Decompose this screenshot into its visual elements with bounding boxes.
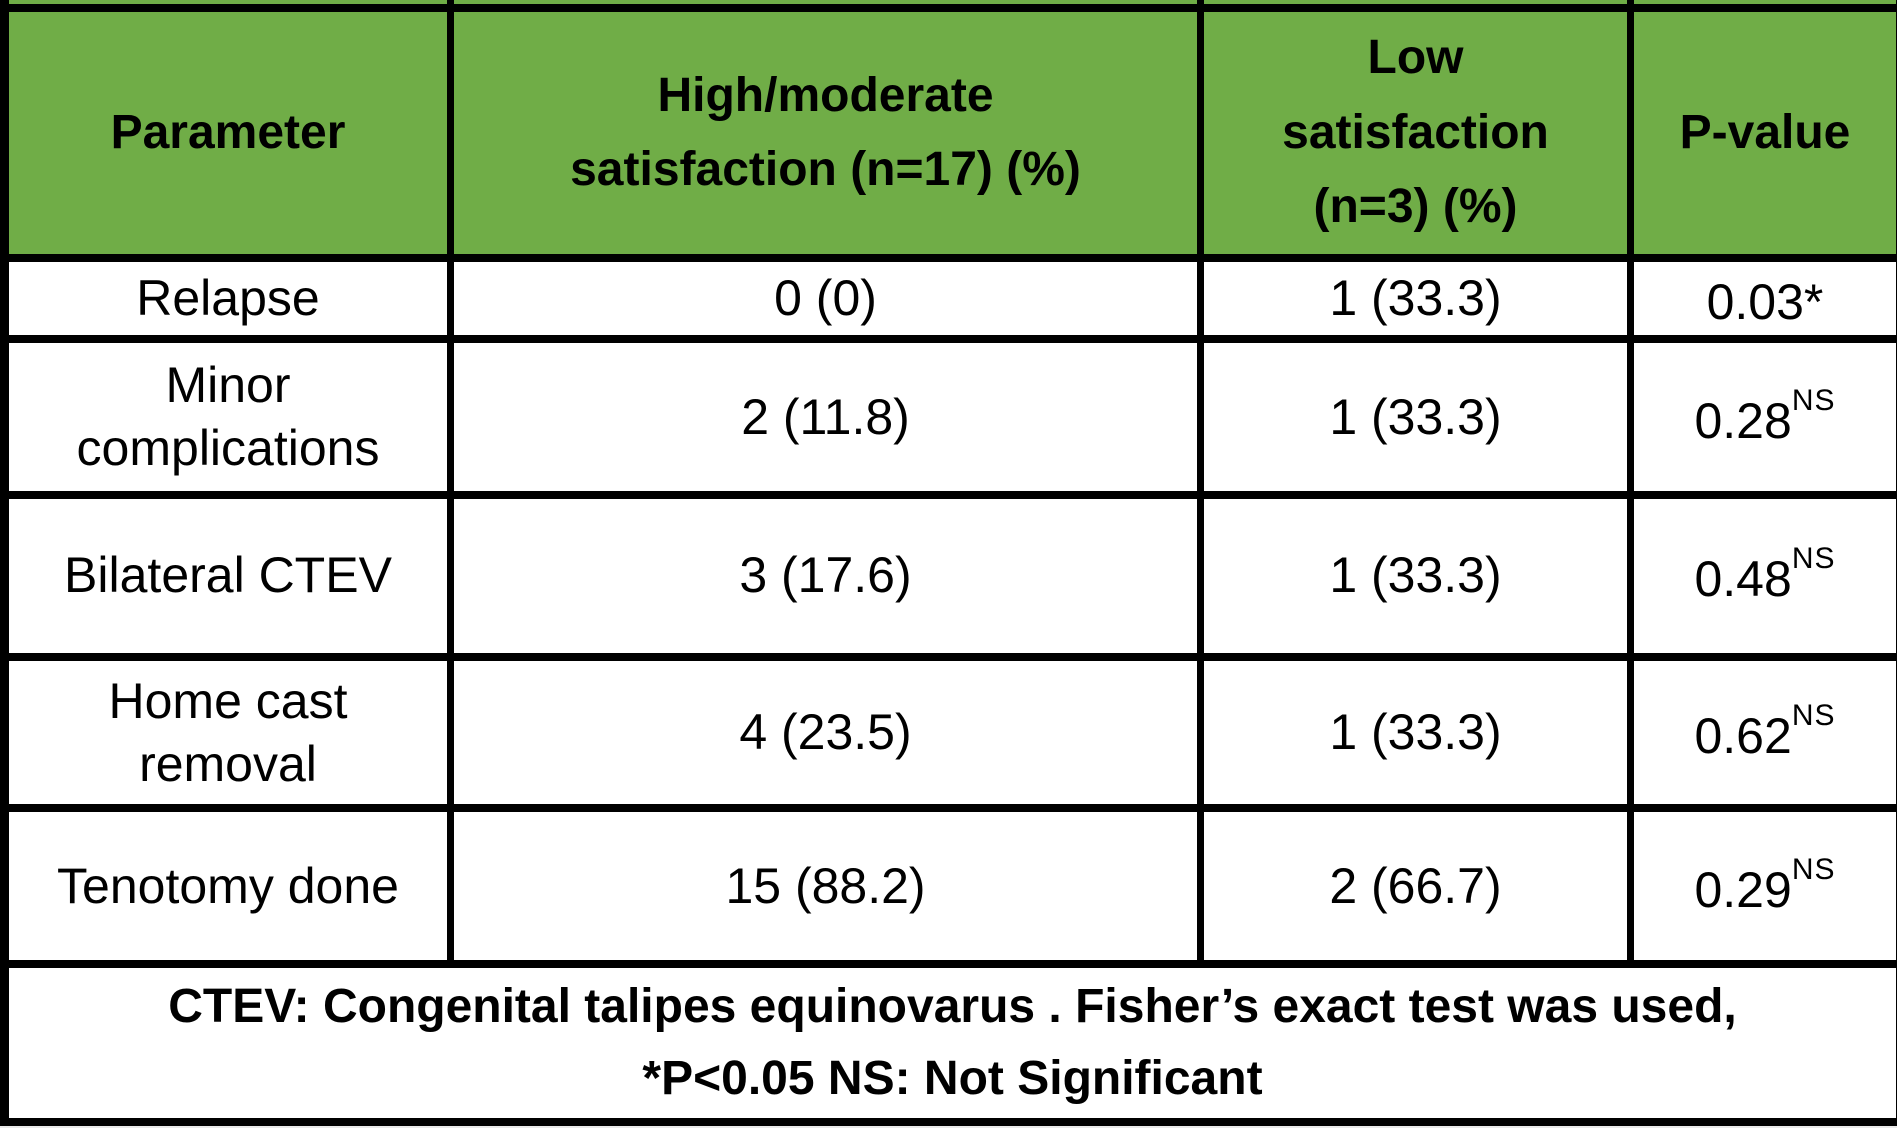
p-value-cell: 0.48NS	[1627, 490, 1897, 661]
sliver-cell	[447, 0, 1204, 13]
parameter-cell: Bilateral CTEV	[0, 490, 454, 661]
p-value: 0.28	[1694, 392, 1792, 449]
high-satisfaction-cell: 4 (23.5)	[447, 652, 1204, 813]
p-value: 0.29	[1694, 861, 1792, 918]
parameter-cell: Tenotomy done	[0, 804, 454, 969]
header-low-satisfaction: Low satisfaction (n=3) (%)	[1197, 4, 1634, 262]
p-value-superscript: NS	[1791, 852, 1836, 886]
low-satisfaction-cell: 1 (33.3)	[1197, 490, 1634, 661]
low-satisfaction-cell: 2 (66.7)	[1197, 804, 1634, 969]
parameter-cell: Minor complications	[0, 335, 454, 499]
p-value-cell: 0.62NS	[1627, 652, 1897, 813]
sliver-cell	[1627, 0, 1897, 13]
p-value-cell: 0.29NS	[1627, 804, 1897, 969]
header-parameter: Parameter	[0, 4, 454, 262]
header-p-value: P-value	[1627, 4, 1897, 262]
footnote-line-2: *P<0.05 NS: Not Significant	[642, 1052, 1263, 1106]
high-satisfaction-cell: 2 (11.8)	[447, 335, 1204, 499]
high-satisfaction-cell: 15 (88.2)	[447, 804, 1204, 969]
parameter-cell: Home cast removal	[0, 652, 454, 813]
p-value-superscript: NS	[1791, 542, 1836, 576]
p-value: 0.62	[1694, 708, 1792, 765]
table-row-minor-complications: Minor complications 2 (11.8) 1 (33.3) 0.…	[0, 335, 1897, 499]
low-satisfaction-cell: 1 (33.3)	[1197, 335, 1634, 499]
p-value-superscript: NS	[1791, 383, 1836, 417]
high-satisfaction-cell: 3 (17.6)	[447, 490, 1204, 661]
sliver-cell	[0, 0, 454, 13]
table-header-row: Parameter High/moderate satisfaction (n=…	[0, 4, 1897, 262]
table-row-relapse: Relapse 0 (0) 1 (33.3) 0.03*	[0, 253, 1897, 343]
high-satisfaction-cell: 0 (0)	[447, 253, 1204, 343]
table-row-tenotomy-done: Tenotomy done 15 (88.2) 2 (66.7) 0.29NS	[0, 804, 1897, 969]
table-footnote-row: CTEV: Congenital talipes equinovarus . F…	[0, 960, 1897, 1126]
footnote-line-1: CTEV: Congenital talipes equinovarus . F…	[168, 980, 1737, 1034]
footnote-cell: CTEV: Congenital talipes equinovarus . F…	[0, 960, 1897, 1126]
p-value-cell: 0.28NS	[1627, 335, 1897, 499]
parameter-cell: Relapse	[0, 253, 454, 343]
sliver-cell	[1197, 0, 1634, 13]
p-value-superscript: NS	[1791, 699, 1836, 733]
low-satisfaction-cell: 1 (33.3)	[1197, 253, 1634, 343]
p-value: 0.03*	[1706, 274, 1824, 330]
table-row-bilateral-ctev: Bilateral CTEV 3 (17.6) 1 (33.3) 0.48NS	[0, 490, 1897, 661]
header-high-moderate-satisfaction: High/moderate satisfaction (n=17) (%)	[447, 4, 1204, 262]
p-value: 0.48	[1694, 551, 1792, 608]
table-row-home-cast-removal: Home cast removal 4 (23.5) 1 (33.3) 0.62…	[0, 652, 1897, 813]
cropped-row-sliver	[0, 0, 1897, 13]
low-satisfaction-cell: 1 (33.3)	[1197, 652, 1634, 813]
p-value-cell: 0.03*	[1627, 253, 1897, 343]
